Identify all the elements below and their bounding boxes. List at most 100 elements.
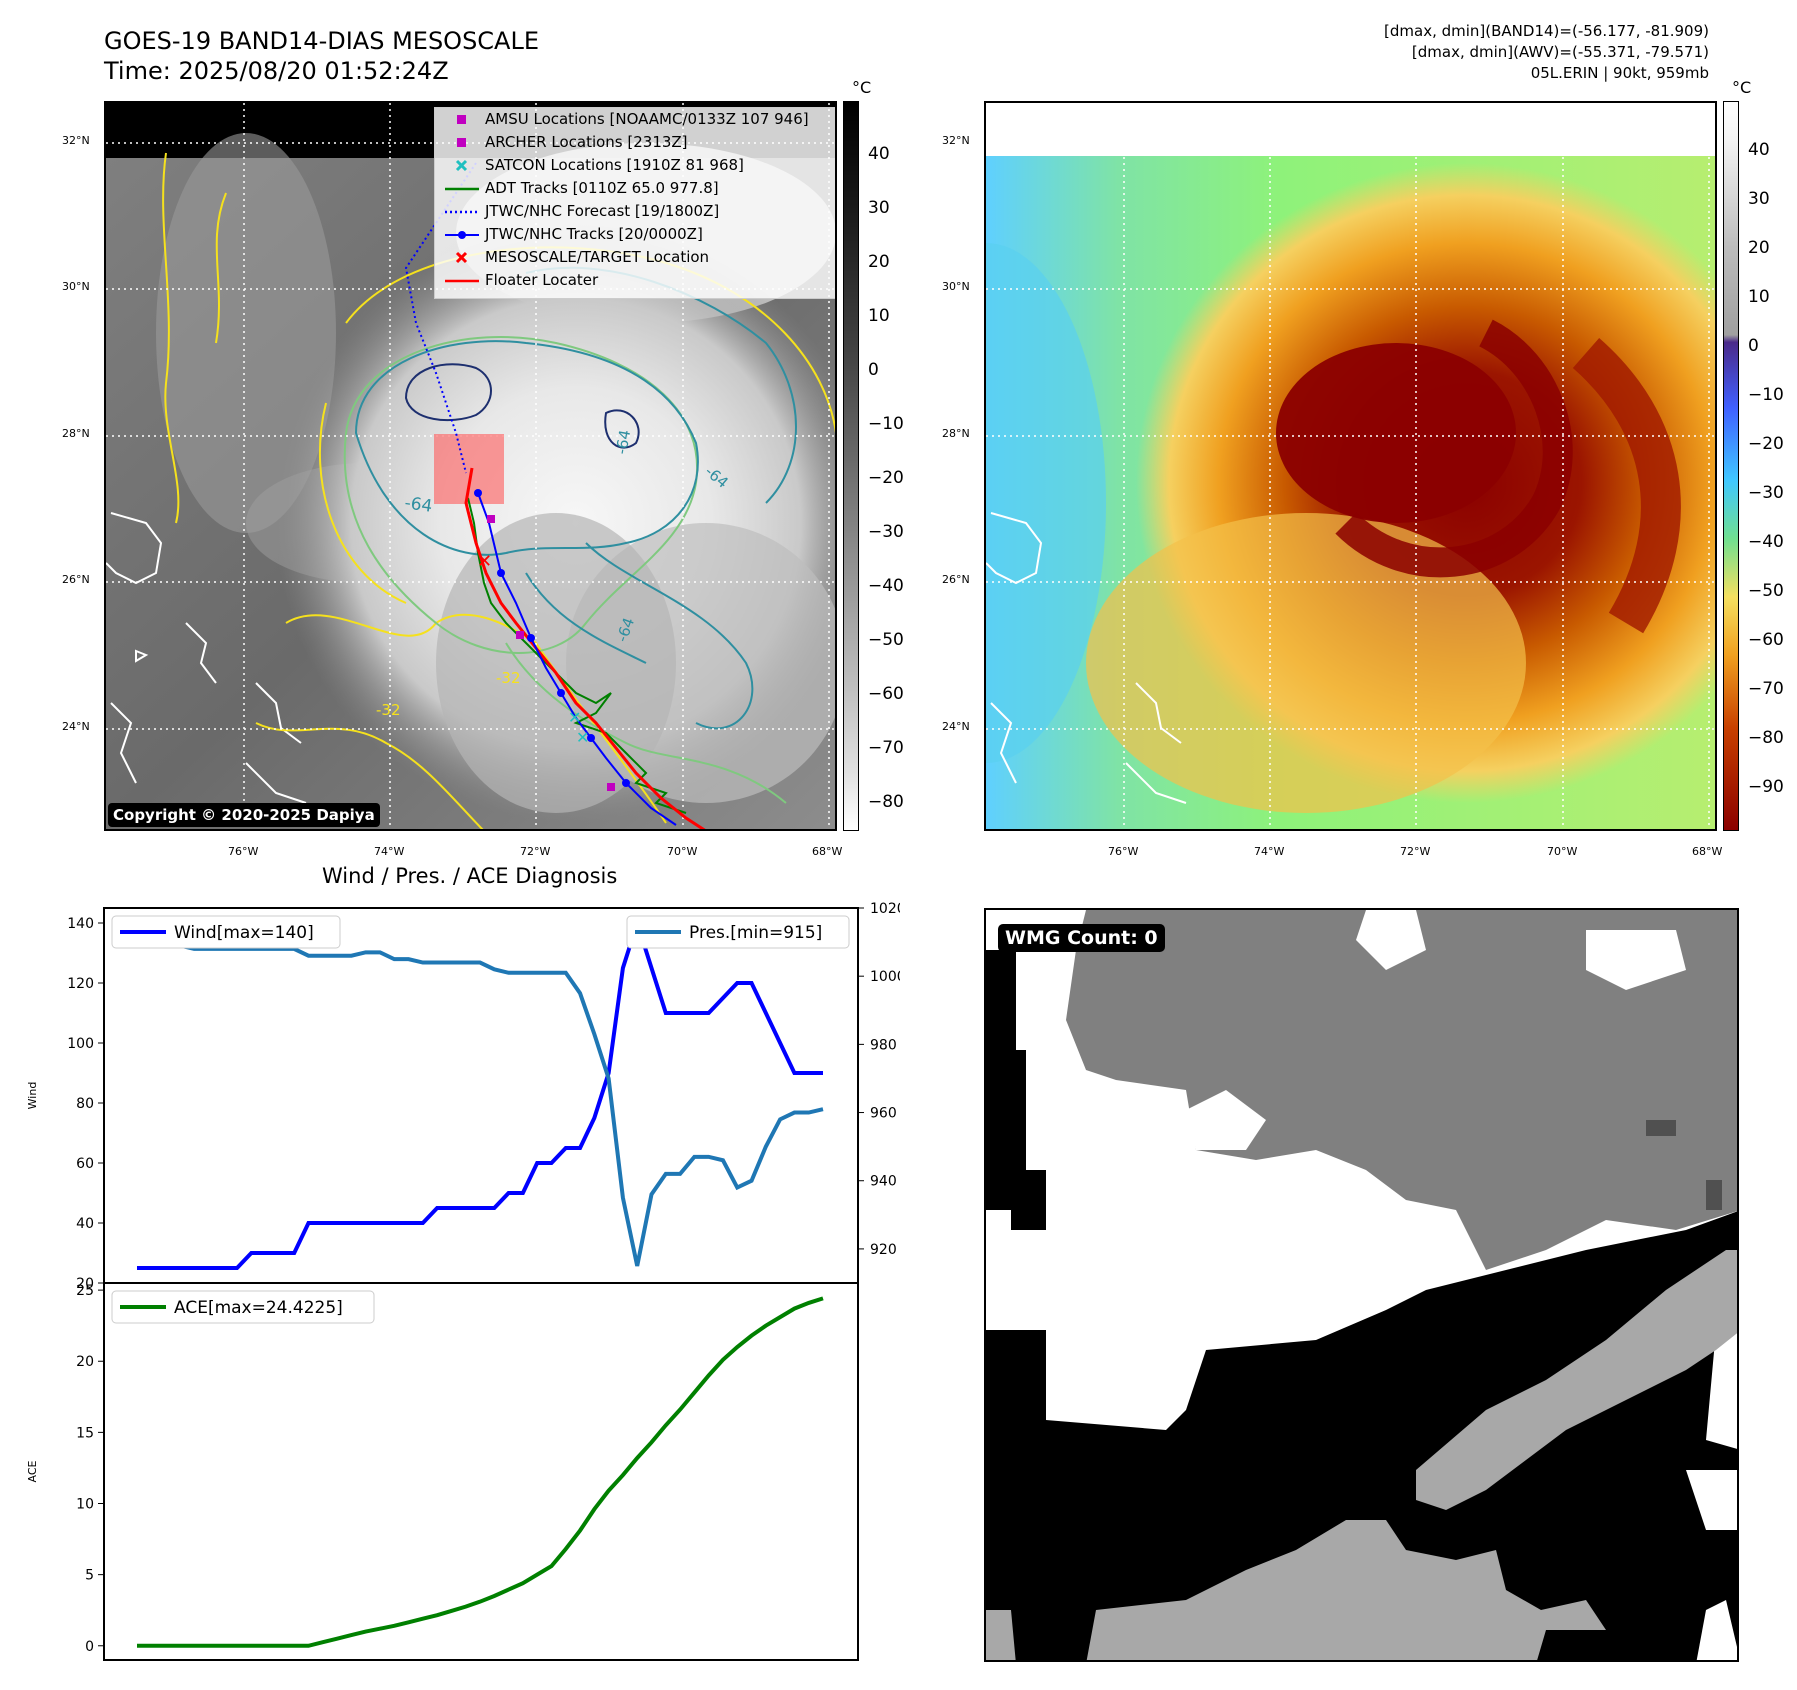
lon-label: 72°W (520, 845, 551, 858)
colorbar-tick-label: −40 (1748, 532, 1784, 552)
adt-track (467, 497, 687, 814)
lat-label: 26°N (62, 573, 90, 586)
legend-label: ARCHER Locations [2313Z] (485, 133, 688, 151)
wv-colorbar (1723, 101, 1739, 831)
ir-imagery-panel: -64 -64 -64 -32 -32 -64 ✕ ✕ ✕ AMSU Locat… (104, 101, 837, 831)
chart-timestamp: Time: 2025/08/20 01:52:24Z (104, 57, 449, 85)
pressure-tick-label: 920 (870, 1242, 897, 1258)
contour-label: -32 (376, 701, 401, 719)
colorbar-tick-label: 30 (868, 198, 890, 218)
lon-label: 74°W (1254, 845, 1285, 858)
legend-label: Floater Locater (485, 271, 599, 289)
wind-tick-label: 100 (67, 1036, 94, 1052)
ace-tick-label: 20 (76, 1354, 94, 1370)
lat-label: 32°N (62, 134, 90, 147)
legend-symbol (457, 115, 466, 124)
pressure-tick-label: 1000 (870, 969, 900, 985)
colorbar-tick-label: −60 (868, 684, 904, 704)
legend-label: JTWC/NHC Forecast [19/1800Z] (485, 202, 720, 220)
contour-label: -32 (496, 669, 521, 687)
lat-label: 24°N (62, 720, 90, 733)
colorbar-tick-label: −80 (1748, 728, 1784, 748)
legend-label: SATCON Locations [1910Z 81 968] (485, 156, 744, 174)
ace-axes-frame (103, 1282, 859, 1661)
wind-tick-label: 40 (76, 1216, 94, 1232)
lat-label: 24°N (942, 720, 970, 733)
colorbar-tick-label: 20 (868, 252, 890, 272)
legend-label: ADT Tracks [0110Z 65.0 977.8] (485, 179, 719, 197)
legend-symbol (457, 138, 466, 147)
ir-colorbar (843, 101, 859, 831)
legend-item: SATCON Locations [1910Z 81 968] (435, 154, 835, 177)
colorbar-tick-label: −70 (868, 738, 904, 758)
colorbar-tick-label: 30 (1748, 189, 1770, 209)
ir-colorbar-unit: °C (852, 78, 872, 97)
legend-item: ADT Tracks [0110Z 65.0 977.8] (435, 177, 835, 200)
ir-legend: AMSU Locations [NOAAMC/0133Z 107 946] ARC… (434, 107, 835, 299)
wind-axis-label: Wind (26, 1082, 39, 1110)
legend-label: AMSU Locations [NOAAMC/0133Z 107 946] (485, 110, 809, 128)
lon-label: 72°W (1400, 845, 1431, 858)
colorbar-tick-label: 0 (1748, 336, 1759, 356)
satcon-marker: ✕ (568, 708, 581, 727)
lat-label: 30°N (942, 280, 970, 293)
legend-label: MESOSCALE/TARGET Location (485, 248, 710, 266)
lon-label: 76°W (228, 845, 259, 858)
colorbar-tick-label: −10 (868, 414, 904, 434)
amsu-marker (607, 783, 615, 791)
pressure-legend-box (626, 915, 850, 949)
colorbar-tick-label: 10 (868, 306, 890, 326)
lon-label: 74°W (374, 845, 405, 858)
copyright-badge: Copyright © 2020-2025 Dapiya (108, 803, 380, 827)
colorbar-tick-label: −80 (868, 792, 904, 812)
legend-item: JTWC/NHC Forecast [19/1800Z] (435, 200, 835, 223)
colorbar-tick-label: −50 (868, 630, 904, 650)
legend-item: MESOSCALE/TARGET Location (435, 246, 835, 269)
info-storm-intensity: 05L.ERIN | 90kt, 959mb (1530, 64, 1709, 82)
mesoscale-target-marker: ✕ (477, 551, 492, 572)
ace-legend-box (111, 1290, 375, 1324)
lon-label: 70°W (667, 845, 698, 858)
diagnosis-title: Wind / Pres. / ACE Diagnosis (322, 864, 618, 888)
satcon-marker: ✕ (576, 728, 589, 747)
ace-legend-label: ACE[max=24.4225] (174, 1298, 343, 1318)
pressure-legend-label: Pres.[min=915] (689, 923, 822, 943)
colorbar-tick-label: 20 (1748, 238, 1770, 258)
amsu-marker (516, 631, 524, 639)
lon-label: 68°W (812, 845, 843, 858)
lat-label: 30°N (62, 280, 90, 293)
colorbar-tick-label: −30 (868, 522, 904, 542)
floater-locater-track (464, 467, 706, 829)
legend-symbol (455, 159, 468, 172)
colorbar-tick-label: −10 (1748, 385, 1784, 405)
legend-symbol (445, 279, 479, 283)
wv-imagery-map (986, 103, 1715, 829)
ace-axis-label: ACE (26, 1460, 39, 1482)
lon-label: 70°W (1547, 845, 1578, 858)
colorbar-tick-label: −40 (868, 576, 904, 596)
colorbar-tick-label: 40 (1748, 140, 1770, 160)
contour-label: -64 (403, 493, 433, 517)
contour-label: -64 (612, 428, 634, 455)
chart-title: GOES-19 BAND14-DIAS MESOSCALE (104, 27, 540, 55)
legend-symbol (445, 187, 479, 191)
wind-tick-label: 60 (76, 1156, 94, 1172)
wind-legend-label: Wind[max=140] (174, 923, 314, 943)
pressure-tick-label: 980 (870, 1037, 897, 1053)
ace-tick-label: 0 (85, 1639, 94, 1655)
colorbar-tick-label: −90 (1748, 777, 1784, 797)
forecast-track (404, 162, 477, 474)
wind-tick-label: 20 (76, 1276, 94, 1292)
colorbar-tick-label: 10 (1748, 287, 1770, 307)
diagnosis-chart: 1401201008060402010201000980960940920Win… (26, 901, 900, 1661)
pressure-series-line (137, 923, 824, 1267)
ace-series-line (137, 1296, 824, 1648)
archer-marker (487, 515, 495, 523)
lat-label: 32°N (942, 134, 970, 147)
wmg-panel: WMG Count: 0 (984, 908, 1739, 1662)
wmg-count-badge: WMG Count: 0 (998, 924, 1165, 952)
info-band14-range: [dmax, dmin](BAND14)=(-56.177, -81.909) (1384, 22, 1709, 40)
wind-series-line (137, 916, 823, 1270)
wind-tick-label: 80 (76, 1096, 94, 1112)
lon-label: 68°W (1692, 845, 1723, 858)
